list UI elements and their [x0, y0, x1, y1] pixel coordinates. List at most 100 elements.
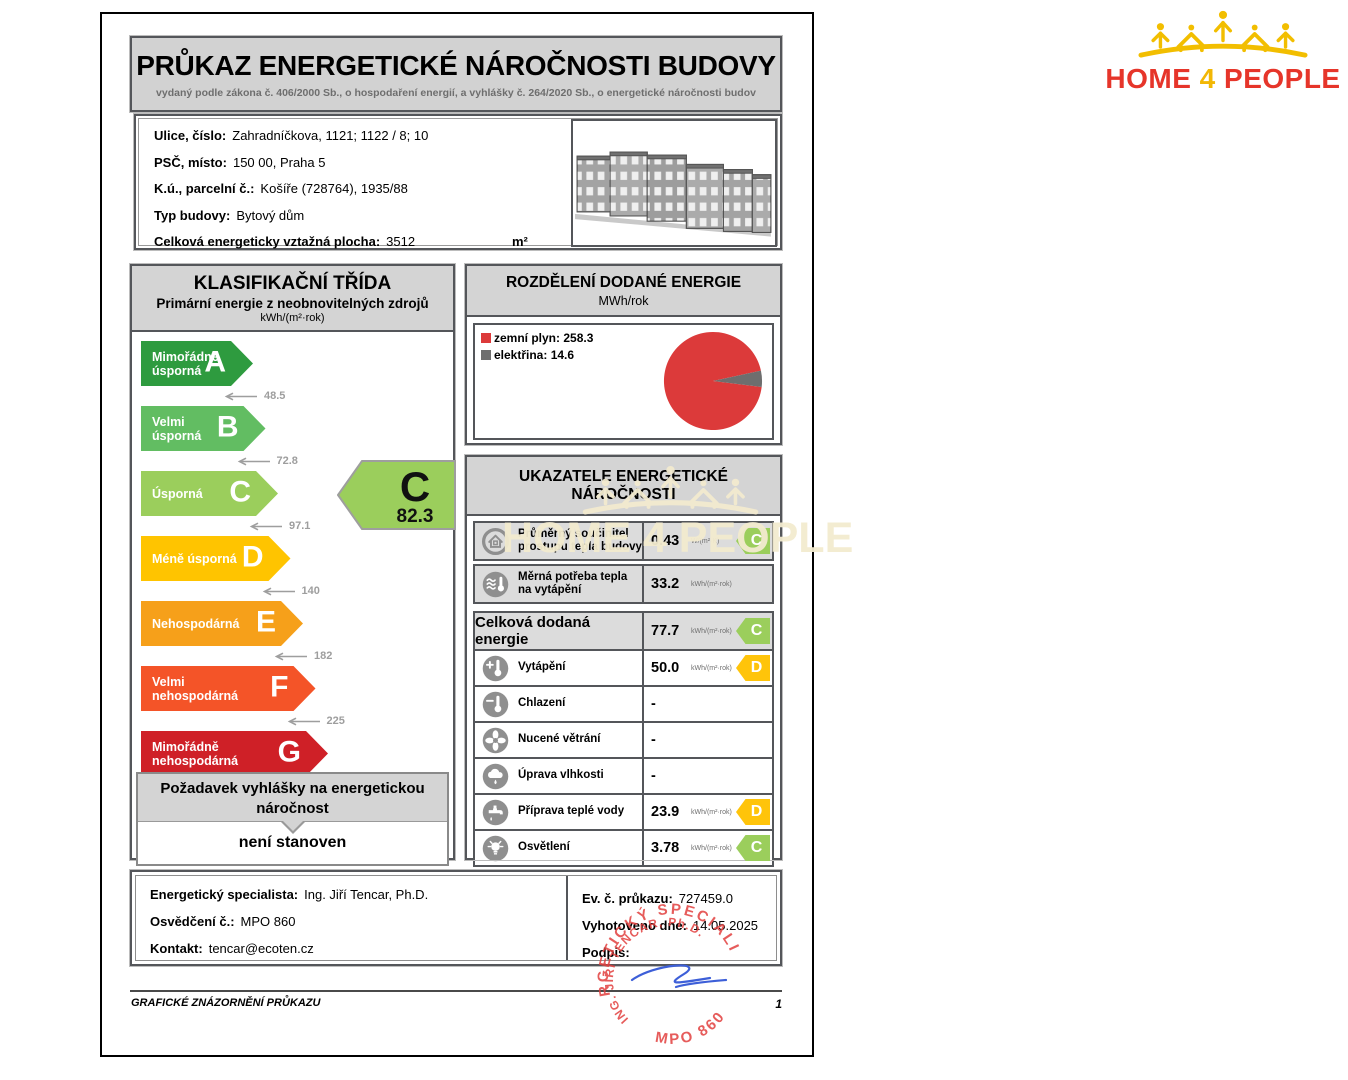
building-info-rows: Ulice, číslo: Zahradníčkova, 1121; 1122 /…: [154, 128, 780, 249]
threshold-arrow-icon: [287, 716, 320, 726]
footer-caption: GRAFICKÉ ZNÁZORNĚNÍ PRŮKAZU: [131, 997, 321, 1009]
class-bar-row: Méně úsporná D: [141, 536, 453, 581]
indicator-value-cell: 77.7 kWh/(m²·rok) C: [642, 613, 772, 649]
building-elevation-drawing: [575, 151, 772, 237]
indicator-row: Příprava teplé vody 23.9 kWh/(m²·rok) D: [475, 793, 772, 829]
threshold-arrow-icon: [224, 391, 257, 401]
energy-distribution-title: ROZDĚLENÍ DODANÉ ENERGIE: [505, 274, 742, 291]
info-value: Zahradníčkova, 1121; 1122 / 8; 10: [232, 128, 429, 143]
svg-text:MPO 860: MPO 860: [649, 1004, 734, 1057]
certificate-info-row: Vyhotoveno dne: 14.05.2025: [582, 918, 776, 933]
classification-header: KLASIFIKAČNÍ TŘÍDA Primární energie z ne…: [132, 266, 453, 332]
certificate-info-value: 14.05.2025: [692, 918, 759, 933]
info-label: PSČ, místo:: [154, 154, 227, 170]
result-class-arrow: C 82.3: [337, 460, 456, 530]
legend-item: zemní plyn: 258.3: [481, 331, 593, 345]
certificate-info-label: Vyhotoveno dne:: [582, 918, 687, 933]
class-threshold: 140: [261, 583, 454, 599]
class-bar-label: Velmi úsporná: [152, 414, 202, 443]
threshold-arrow-icon: [274, 651, 307, 661]
class-bar-row: Velmi nehospodárná F: [141, 666, 453, 711]
class-threshold: 48.5: [223, 388, 453, 404]
class-bar: Velmi nehospodárná F: [141, 666, 316, 711]
class-bar-letter: C: [229, 475, 251, 509]
indicator-class-arrow: D: [736, 655, 770, 681]
threshold-value: 48.5: [264, 390, 286, 402]
indicator-value: -: [651, 732, 656, 748]
indicator-value: 50.0: [651, 660, 680, 676]
brand-logo: HOME 4 PEOPLE: [1100, 8, 1346, 95]
building-photo: [571, 119, 777, 247]
certificate-info-label: Kontakt:: [150, 941, 203, 956]
pie-slice: [663, 331, 762, 431]
class-bar-row: Úsporná C: [141, 471, 453, 516]
class-bar-label: Mimořádně úsporná: [152, 349, 219, 378]
certificate-info-row: Energetický specialista: Ing. Jiří Tencar…: [150, 887, 556, 902]
legend-label: zemní plyn: 258.3: [494, 331, 594, 345]
threshold-value: 72.8: [276, 455, 298, 467]
class-bar: Méně úsporná D: [141, 536, 291, 581]
indicator-value: 0.43: [651, 533, 680, 549]
legend-swatch: [481, 333, 491, 343]
indicator-label-cell: Celková dodaná energie: [475, 613, 642, 649]
class-bar-letter: A: [204, 345, 226, 379]
indicator-table: Celková dodaná energie 77.7 kWh/(m²·rok)…: [473, 611, 774, 867]
building-info-row: K.ú., parcelní č.: Košíře (728764), 1935/…: [154, 181, 574, 196]
class-bar-label: Méně úsporná: [152, 551, 237, 566]
brand-people: PEOPLE: [1224, 63, 1341, 94]
info-label: Celková energeticky vztažná plocha:: [154, 234, 381, 249]
indicator-label-cell: Vytápění: [475, 651, 642, 685]
indicator-row: Průměrný součinitel prostupu tepla budov…: [475, 523, 772, 559]
indicator-label: Vytápění: [518, 661, 566, 674]
indicator-value-cell: 0.43 W/(m²·K) C: [642, 523, 772, 559]
indicator-value: 3.78: [651, 840, 680, 856]
class-bar-letter: D: [241, 540, 264, 574]
threshold-value: 225: [326, 715, 345, 727]
indicator-unit: kWh/(m²·rok): [691, 627, 732, 635]
pie-chart-area: zemní plyn: 258.3 elektřina: 14.6: [473, 323, 774, 440]
threshold-value: 97.1: [289, 520, 311, 532]
specialist-info: Energetický specialista: Ing. Jiří Tencar…: [132, 872, 566, 964]
indicator-label-cell: Průměrný součinitel prostupu tepla budov…: [475, 523, 642, 559]
indicator-value: -: [651, 768, 656, 784]
building-info-row: Celková energeticky vztažná plocha: 3512 m…: [154, 234, 574, 249]
indicator-icon: [481, 527, 510, 556]
indicator-value-cell: -: [642, 687, 772, 721]
indicator-value-cell: 3.78 kWh/(m²·rok) C: [642, 831, 772, 865]
indicator-value: 23.9: [651, 804, 680, 820]
indicator-box-2: Měrná potřeba tepla na vytápění 33.2 kWh…: [473, 564, 774, 604]
indicator-value: -: [651, 696, 656, 712]
indicator-label-cell: Osvětlení: [475, 831, 642, 865]
footer-divider: [130, 990, 782, 992]
class-bar-label: Velmi nehospodárná: [152, 674, 239, 703]
requirement-box: Požadavek vyhlášky na energetickou nároč…: [136, 772, 449, 866]
building-info-box: Ulice, číslo: Zahradníčkova, 1121; 1122 /…: [133, 113, 783, 251]
result-class-value: 82.3: [397, 506, 434, 527]
indicator-label: Úprava vlhkosti: [518, 769, 604, 782]
indicator-class-arrow: C: [736, 618, 770, 644]
legend-swatch: [481, 350, 491, 360]
indicator-value-cell: 50.0 kWh/(m²·rok) D: [642, 651, 772, 685]
indicator-label: Chlazení: [518, 697, 566, 710]
class-bar-letter: E: [255, 605, 276, 639]
indicator-label-cell: Nucené větrání: [475, 723, 642, 757]
indicator-icon: [481, 570, 510, 599]
info-value: 150 00, Praha 5: [232, 154, 326, 170]
page-title: PRŮKAZ ENERGETICKÉ NÁROČNOSTI BUDOVY: [136, 50, 776, 81]
indicator-label: Osvětlení: [518, 841, 570, 854]
indicator-value-cell: -: [642, 723, 772, 757]
certificate-info-box: Energetický specialista: Ing. Jiří Tencar…: [129, 869, 783, 967]
indicator-label-cell: Měrná potřeba tepla na vytápění: [475, 566, 642, 602]
certificate-info-row: Ev. č. průkazu: 727459.0: [582, 891, 776, 906]
energy-distribution-header: ROZDĚLENÍ DODANÉ ENERGIE MWh/rok: [467, 266, 780, 317]
info-value: Košíře (728764), 1935/88: [260, 181, 408, 196]
indicator-label-cell: Chlazení: [475, 687, 642, 721]
legend-item: elektřina: 14.6: [481, 348, 593, 362]
classification-box: KLASIFIKAČNÍ TŘÍDA Primární energie z ne…: [129, 263, 456, 866]
certificate-info-row: Kontakt: tencar@ecoten.cz: [150, 941, 556, 956]
threshold-arrow-icon: [262, 586, 295, 596]
indicator-unit: kWh/(m²·rok): [691, 580, 732, 588]
indicator-icon: [481, 798, 510, 827]
threshold-arrow-icon: [249, 521, 282, 531]
certificate-info-value: Ing. Jiří Tencar, Ph.D.: [304, 887, 429, 902]
